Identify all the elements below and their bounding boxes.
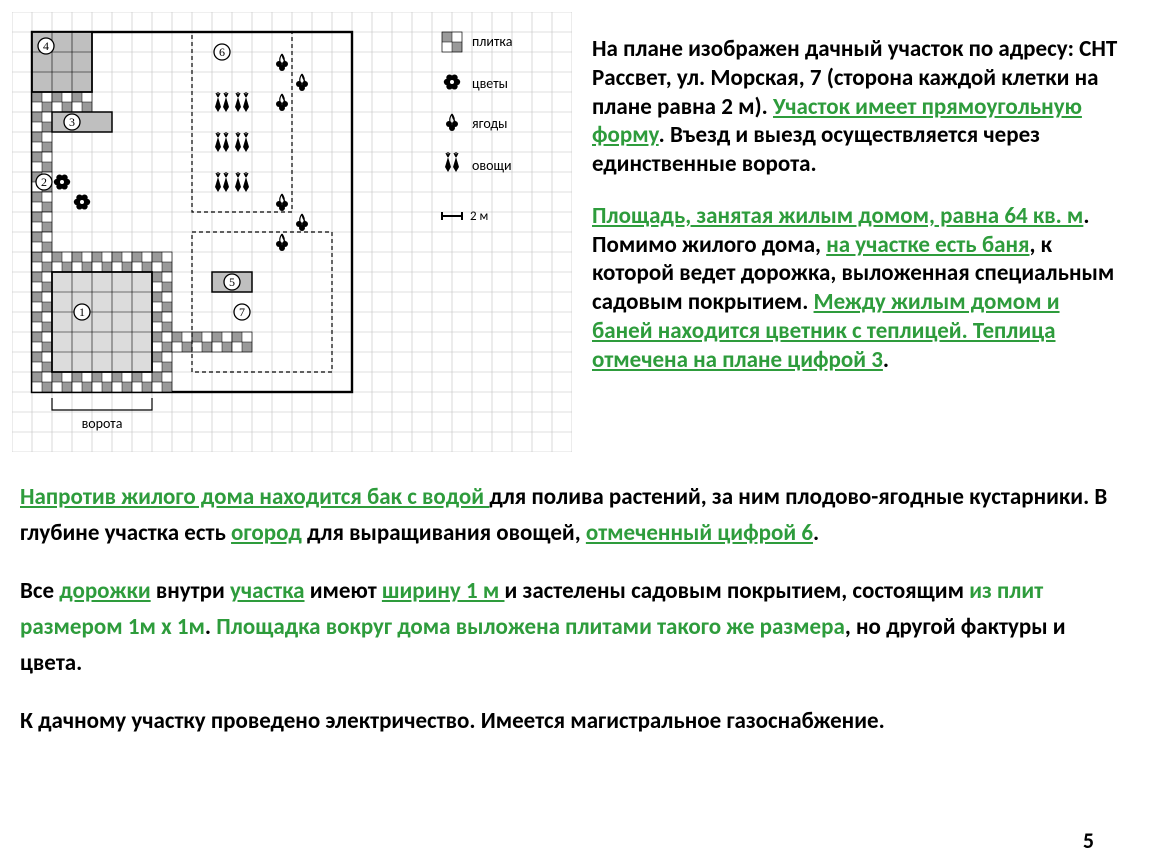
text: Все [20, 577, 59, 605]
svg-text:плитка: плитка [472, 33, 512, 50]
highlight: Площадка вокруг дома выложена плитами та… [216, 613, 845, 641]
text: . Въезд и выезд осуществляется через еди… [592, 121, 1040, 178]
text: внутри [151, 577, 230, 605]
side-paragraph-1: На плане изображен дачный участок по адр… [592, 35, 1120, 179]
svg-text:2 м: 2 м [470, 209, 488, 224]
svg-text:4: 4 [43, 39, 49, 53]
svg-text:ягоды: ягоды [472, 115, 507, 132]
svg-text:2: 2 [41, 175, 47, 189]
highlight: дорожки [59, 577, 150, 605]
svg-text:1: 1 [79, 305, 85, 319]
highlight: на участке есть баня [826, 231, 1029, 259]
svg-text:овощи: овощи [472, 157, 512, 174]
highlight: ширину 1 м [382, 577, 505, 605]
text: . [813, 519, 819, 547]
side-text: На плане изображен дачный участок по адр… [572, 12, 1120, 397]
text: . [205, 613, 216, 641]
svg-text:7: 7 [239, 305, 245, 319]
body-paragraph-1: Напротив жилого дома находится бак с вод… [20, 480, 1112, 551]
svg-text:цветы: цветы [472, 75, 508, 92]
highlight: отмеченный цифрой 6 [586, 519, 813, 547]
text: . [883, 346, 889, 374]
text: К дачному участку проведено электричеств… [20, 707, 885, 735]
highlight: огород [231, 519, 302, 547]
svg-text:ворота: ворота [82, 415, 123, 432]
body-text: Напротив жилого дома находится бак с вод… [12, 480, 1120, 740]
plot-diagram: 1 4 3 2 5 6 7 ворота плитка цветы ягоды овощи 2 м [12, 12, 572, 452]
side-paragraph-2: Площадь, занятая жилым домом, равна 64 к… [592, 202, 1120, 375]
highlight: Напротив жилого дома находится бак с вод… [20, 483, 489, 511]
text: для выращивания овощей, [302, 519, 586, 547]
highlight: Площадь, занятая жилым домом, равна 64 к… [592, 202, 1083, 230]
svg-text:5: 5 [229, 275, 235, 289]
body-paragraph-2: Все дорожки внутри участка имеют ширину … [20, 574, 1112, 681]
page-number: 5 [1083, 827, 1094, 854]
diagram-wrap: 1 4 3 2 5 6 7 ворота плитка цветы ягоды овощи 2 м [12, 12, 572, 457]
text: имеют [305, 577, 382, 605]
page: 1 4 3 2 5 6 7 ворота плитка цветы ягоды овощи 2 м На… [0, 0, 1150, 864]
body-paragraph-3: К дачному участку проведено электричеств… [20, 704, 1112, 740]
svg-text:6: 6 [219, 45, 225, 59]
text: и застелены садовым покрытием, состоящим [505, 577, 970, 605]
svg-text:3: 3 [69, 115, 75, 129]
highlight: участка [230, 577, 305, 605]
top-row: 1 4 3 2 5 6 7 ворота плитка цветы ягоды овощи 2 м На… [12, 12, 1120, 457]
